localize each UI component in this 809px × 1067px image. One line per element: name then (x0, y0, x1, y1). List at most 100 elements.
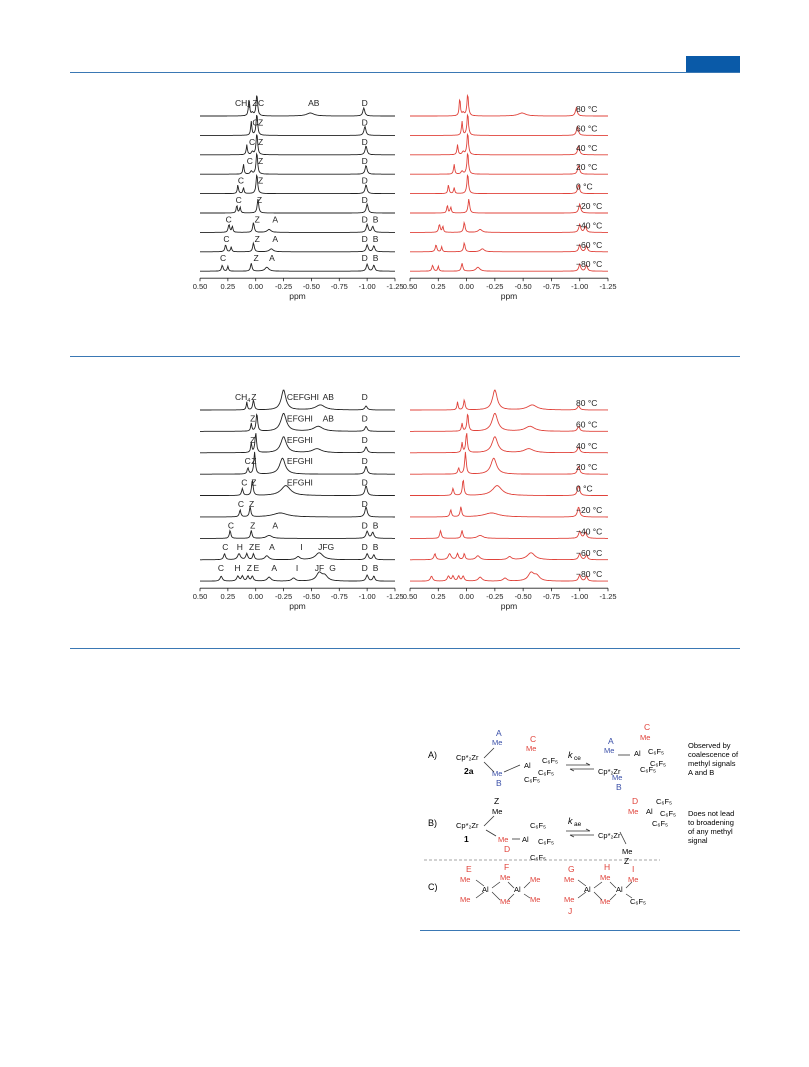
x-tick-label: 0.00 (248, 592, 263, 601)
experimental-trace-0 (200, 95, 395, 117)
row-a-al: Al (524, 761, 531, 770)
peak-label: Z (249, 499, 254, 509)
row-c-label-h: H (604, 862, 610, 872)
peak-label: C (222, 542, 228, 552)
row-b-complex: 1 (464, 834, 469, 844)
peak-label: Z (250, 435, 255, 445)
temperature-label: −60 °C (576, 548, 602, 558)
peak-label: Z (257, 195, 262, 205)
simulated-trace-0 (410, 93, 608, 117)
peak-label: B (373, 253, 379, 263)
simulated-trace-4 (410, 174, 608, 195)
row-a-me-a2: Me (604, 746, 614, 755)
peak-label: C (228, 520, 234, 530)
x-tick-label: 0.25 (431, 592, 446, 601)
peak-label: Z (247, 563, 252, 573)
x-tick-label: -0.50 (303, 592, 320, 601)
x-tick-label: -0.75 (331, 282, 348, 291)
peak-label: A (269, 542, 275, 552)
peak-label: C (238, 499, 244, 509)
row-b-c6f5-3: C₆F₅ (530, 853, 546, 862)
experimental-trace-8 (200, 571, 395, 582)
axes-middle: 0.50 0.25 0.00 -0.25 -0.50 -0.75 -1.00 -1.25 ppm… (193, 587, 617, 611)
experimental-trace-0 (200, 389, 396, 411)
row-b-label-d: D (504, 844, 510, 854)
simulated-trace-0 (410, 389, 609, 411)
row-a-c6f5-1: C₆F₅ (542, 756, 558, 765)
row-c-c6f5: C₆F₅ (630, 897, 646, 906)
row-a-c6f5-5: C₆F₅ (650, 759, 666, 768)
peak-label: D (362, 456, 368, 466)
peak-label: EFGHI (287, 413, 313, 423)
peak-label: C (220, 253, 226, 263)
peak-label: A (272, 234, 278, 244)
row-b-c6f5-6: C₆F₅ (652, 819, 668, 828)
peak-label: AB (308, 98, 320, 108)
temperature-label: 20 °C (576, 462, 597, 472)
simulated-trace-3 (410, 451, 608, 475)
peak-label: D (362, 98, 368, 108)
row-b-metal: Cp*₂Zr (456, 821, 479, 830)
row-a-complex: 2a (464, 766, 474, 776)
row-c-me-h2: Me (600, 897, 610, 906)
row-b-metal-2: Cp*₂Zr (598, 831, 621, 840)
x-axis-label: ppm (289, 291, 306, 301)
row-c-me-e2: Me (460, 895, 470, 904)
x-tick-label: 0.50 (403, 592, 418, 601)
x-tick-label: -1.25 (386, 282, 403, 291)
page-tab (686, 56, 740, 72)
row-c-me-f2: Me (500, 897, 510, 906)
row-b-me-z2: Me (622, 847, 632, 856)
temperature-label: −40 °C (576, 526, 602, 536)
row-c-al-1: Al (482, 885, 489, 894)
row-a-me-c2: Me (640, 733, 650, 742)
peak-label: Z (258, 176, 263, 186)
experimental-trace-3 (200, 152, 395, 175)
row-a-c6f5-4: C₆F₅ (648, 747, 664, 756)
temperature-label: 60 °C (576, 419, 597, 429)
temperature-label: 80 °C (576, 398, 597, 408)
x-tick-label: 0.25 (431, 282, 446, 291)
peak-label: AB (323, 392, 335, 402)
row-c-me-i: Me (628, 875, 638, 884)
row-a-tag: A) (428, 750, 437, 760)
row-c-me-e: Me (460, 875, 470, 884)
row-a-label-c2: C (644, 722, 650, 732)
x-tick-label: -1.25 (386, 592, 403, 601)
row-b-label-z: Z (494, 796, 499, 806)
nmr-figure-middle: CH4 Z CEFGHI AB DZ EFGHI AB DZ EFGHI DC Z EFGHI DC Z E… (193, 389, 617, 611)
experimental-trace-5 (200, 199, 395, 214)
peak-label: E (253, 563, 259, 573)
x-tick-label: 0.00 (459, 282, 474, 291)
row-b-rate-sub: ae (574, 821, 582, 828)
x-tick-label: -0.50 (303, 282, 320, 291)
peak-label: D (362, 563, 368, 573)
row-b-note-3: of any methyl (688, 827, 733, 836)
peak-label: D (362, 542, 368, 552)
scheme-bottom-rule (420, 930, 740, 931)
peak-label: Z (250, 520, 255, 530)
peak-label: D (362, 253, 368, 263)
peak-label: EFGHI (287, 456, 313, 466)
x-tick-label: -0.25 (275, 282, 292, 291)
peak-label: D (362, 195, 368, 205)
peak-label: EFGHI (287, 435, 313, 445)
row-c-tag: C) (428, 882, 438, 892)
simulated-trace-7 (410, 241, 608, 253)
row-a-c6f5-3: C₆F₅ (538, 768, 554, 777)
experimental-trace-3 (200, 451, 395, 475)
experimental-trace-6 (200, 529, 395, 539)
peak-label: A (272, 214, 278, 224)
row-b-me-z: Me (492, 807, 502, 816)
simulated-trace-8 (410, 571, 608, 582)
experimental-trace-7 (200, 552, 395, 561)
temperature-label: −20 °C (576, 505, 602, 515)
peak-label: D (362, 392, 368, 402)
x-tick-label: -0.75 (543, 592, 560, 601)
x-tick-label: -1.25 (599, 592, 616, 601)
peak-label: Z (255, 214, 260, 224)
x-tick-label: -0.25 (486, 282, 503, 291)
peak-label: A (272, 520, 278, 530)
x-tick-label: -0.25 (486, 592, 503, 601)
top-rule (70, 72, 740, 73)
